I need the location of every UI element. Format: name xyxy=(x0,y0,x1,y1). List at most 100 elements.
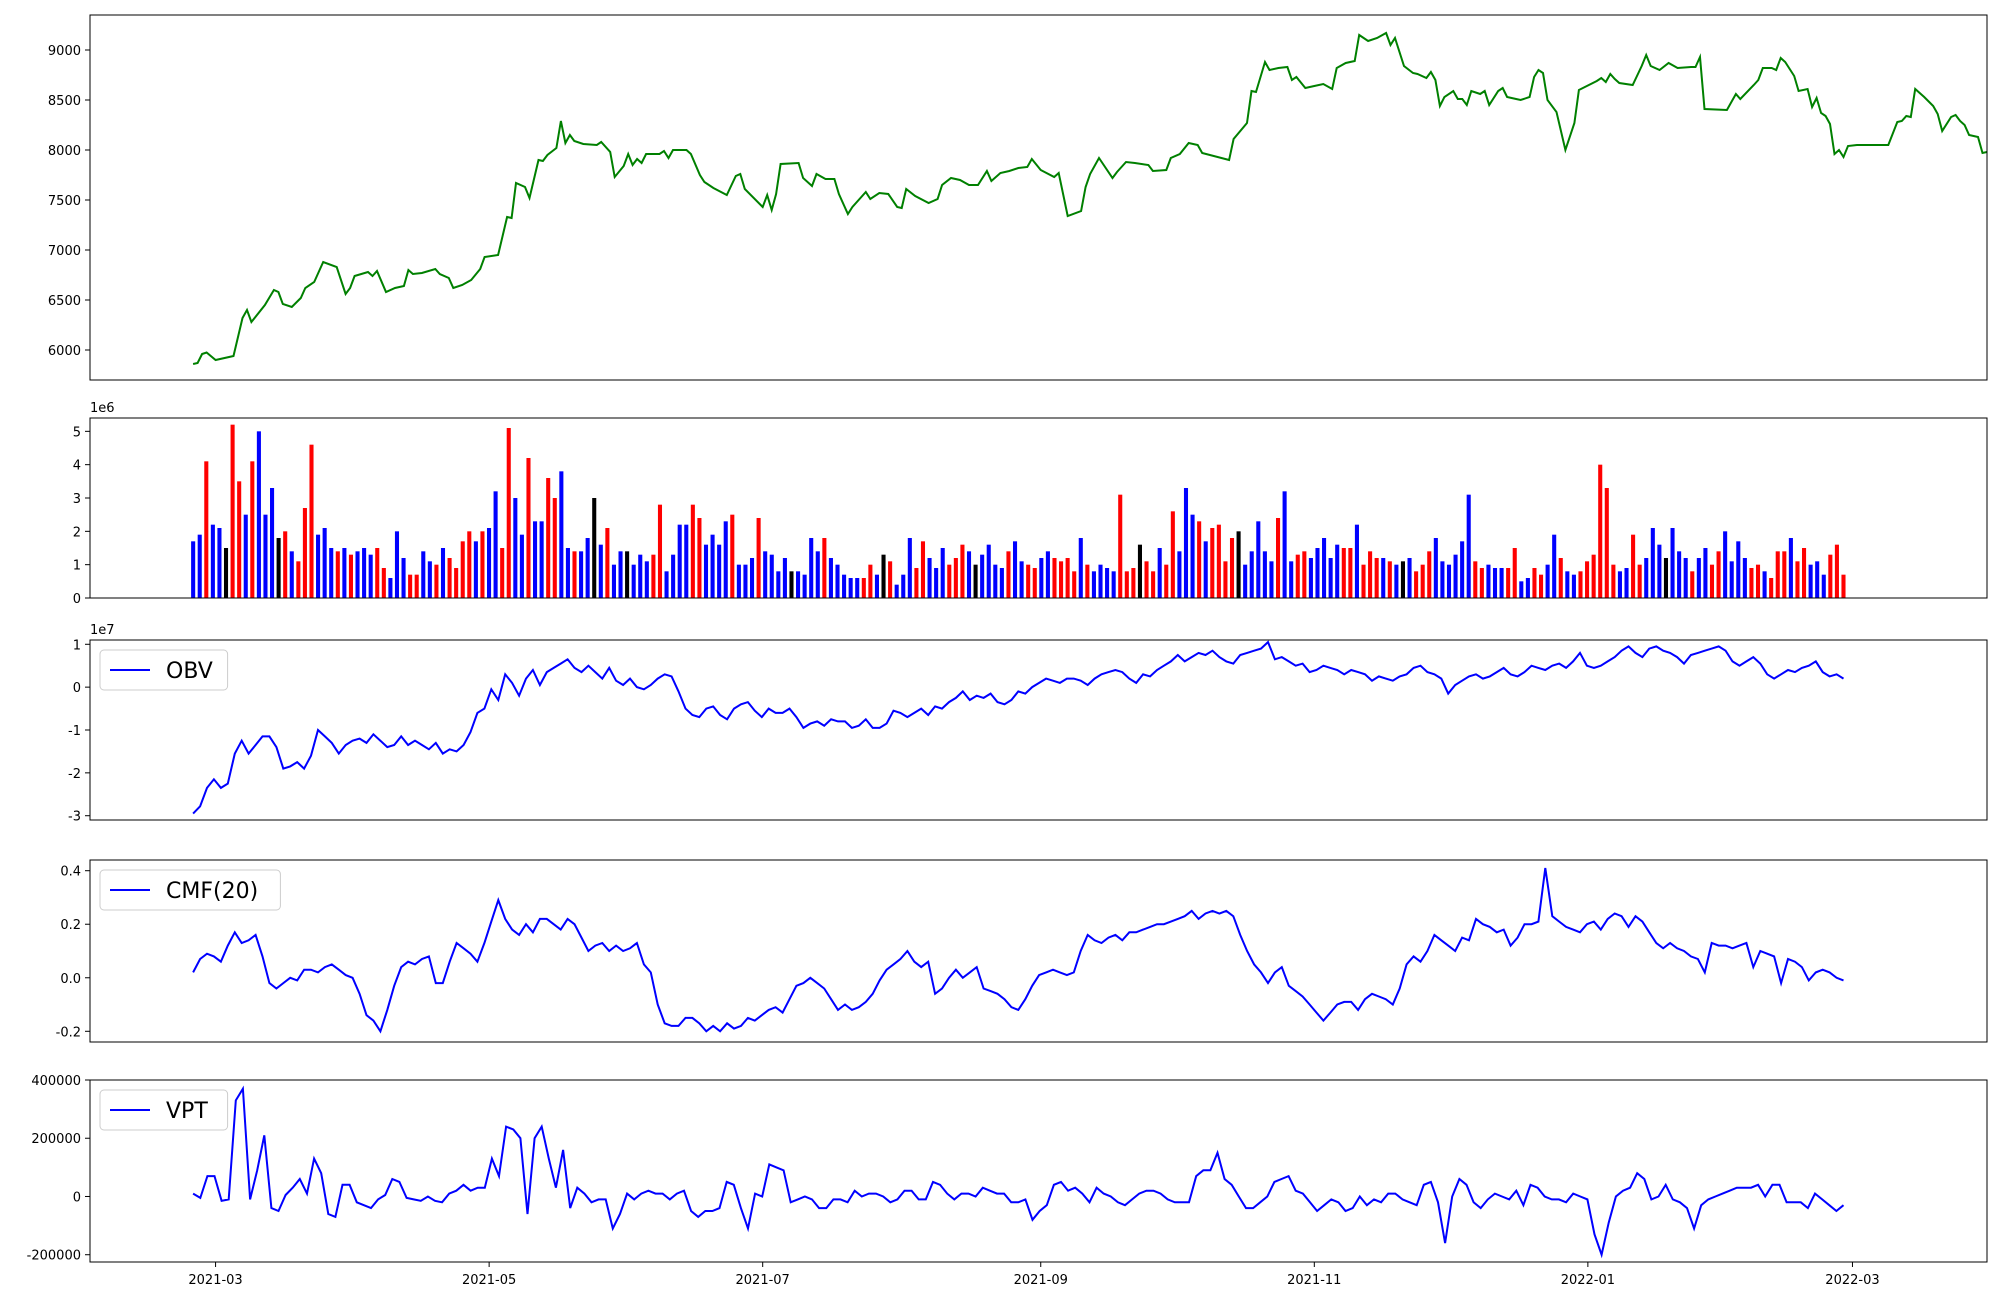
y-tick-label: 3 xyxy=(73,492,81,507)
volume-bar xyxy=(690,504,695,598)
volume-bar xyxy=(1631,534,1636,598)
volume-bar xyxy=(1177,551,1182,598)
y-tick-label: 200000 xyxy=(31,1132,81,1147)
volume-bar xyxy=(1269,561,1274,598)
axes-frame xyxy=(89,1079,1988,1263)
volume-bar xyxy=(342,548,347,598)
volume-bar xyxy=(1598,464,1603,598)
legend-label: CMF(20) xyxy=(166,879,258,904)
volume-bar xyxy=(684,524,689,598)
volume-bar xyxy=(1486,564,1491,598)
volume-bar xyxy=(1295,554,1300,598)
volume-bar xyxy=(671,554,676,598)
volume-bar xyxy=(611,564,616,598)
volume-bar xyxy=(243,514,248,598)
panel-5: -200000 0 200000 400000 VPT xyxy=(27,1074,1988,1264)
axes-frame xyxy=(89,859,1988,1043)
volume-bar xyxy=(1769,578,1774,598)
volume-bar xyxy=(467,531,472,598)
y-tick-label: -2 xyxy=(68,767,81,782)
volume-bar xyxy=(736,564,741,598)
volume-bar xyxy=(677,524,682,598)
legend-box xyxy=(99,1089,229,1131)
volume-bar xyxy=(1716,551,1721,598)
volume-bar xyxy=(1440,561,1445,598)
y-tick-label: 6500 xyxy=(48,294,81,309)
volume-bar xyxy=(1821,574,1826,598)
volume-bar xyxy=(1026,564,1031,598)
volume-bar xyxy=(1539,574,1544,598)
volume-bar xyxy=(1604,488,1609,598)
volume-bar xyxy=(1203,541,1208,598)
volume-bar xyxy=(993,564,998,598)
volume-bar xyxy=(1723,531,1728,598)
volume-bar xyxy=(828,558,833,598)
volume-bar xyxy=(1815,561,1820,598)
volume-bar xyxy=(1256,521,1261,598)
volume-bar xyxy=(1427,551,1432,598)
volume-bar xyxy=(1479,568,1484,598)
volume-bar xyxy=(973,564,978,598)
volume-bar xyxy=(1663,558,1669,598)
volume-bar xyxy=(868,564,873,598)
volume-bar xyxy=(940,548,945,598)
y-tick-label: 0 xyxy=(73,1190,81,1205)
volume-bar xyxy=(519,534,524,598)
volume-bar xyxy=(552,498,557,598)
y-offset-text: 1e6 xyxy=(90,401,115,416)
volume-bar xyxy=(302,508,307,598)
volume-bar xyxy=(1802,548,1807,598)
volume-bar xyxy=(1065,558,1070,598)
volume-bar xyxy=(980,554,985,598)
volume-bar xyxy=(861,578,866,598)
volume-bar xyxy=(250,461,255,598)
volume-bar xyxy=(1394,564,1399,598)
volume-bar xyxy=(749,558,755,598)
volume-bar xyxy=(1039,558,1044,598)
volume-bar xyxy=(1229,538,1235,598)
volume-bar xyxy=(362,548,367,598)
x-tick-label: 2021-07 xyxy=(736,1273,790,1288)
volume-bar xyxy=(1368,551,1373,598)
volume-bar xyxy=(1506,568,1511,598)
volume-bar xyxy=(710,534,715,598)
volume-bar xyxy=(585,538,590,598)
volume-bar xyxy=(546,478,551,598)
volume-bar xyxy=(1460,541,1465,598)
volume-bar xyxy=(329,548,334,598)
x-tick-label: 2022-01 xyxy=(1561,1273,1615,1288)
volume-bar xyxy=(1617,571,1622,598)
volume-bar xyxy=(907,538,912,598)
y-tick-label: 0.2 xyxy=(60,918,81,933)
volume-bar xyxy=(1236,531,1241,598)
volume-bar xyxy=(802,574,807,598)
y-tick-label: -200000 xyxy=(27,1249,81,1264)
volume-bar xyxy=(743,564,748,598)
volume-bar xyxy=(513,498,518,598)
legend-box xyxy=(99,649,229,691)
volume-bar xyxy=(914,568,919,598)
volume-bar xyxy=(480,531,485,598)
volume-bar xyxy=(1157,548,1162,598)
volume-bar xyxy=(1492,568,1498,598)
volume-bar xyxy=(960,544,965,598)
volume-bar xyxy=(197,534,202,598)
volume-bar xyxy=(1670,528,1675,598)
x-tick-label: 2021-09 xyxy=(1014,1273,1068,1288)
panel-4: -0.2 0.0 0.2 0.4 CMF(20) xyxy=(56,859,1988,1043)
volume-bar xyxy=(408,574,413,598)
volume-bar xyxy=(270,488,275,598)
volume-bar xyxy=(1808,564,1813,598)
volume-bar xyxy=(1709,564,1715,598)
volume-bar xyxy=(651,554,656,598)
volume-bar xyxy=(1262,551,1267,598)
indicator-line xyxy=(192,640,1845,815)
volume-bar xyxy=(368,554,373,598)
volume-bar xyxy=(1571,574,1576,598)
volume-bar xyxy=(664,571,669,598)
y-tick-label: 6000 xyxy=(48,344,81,359)
axes-frame xyxy=(89,14,1988,381)
y-tick-label: 9000 xyxy=(48,44,81,59)
volume-bar xyxy=(1414,571,1419,598)
y-tick-label: 0.0 xyxy=(60,972,81,987)
